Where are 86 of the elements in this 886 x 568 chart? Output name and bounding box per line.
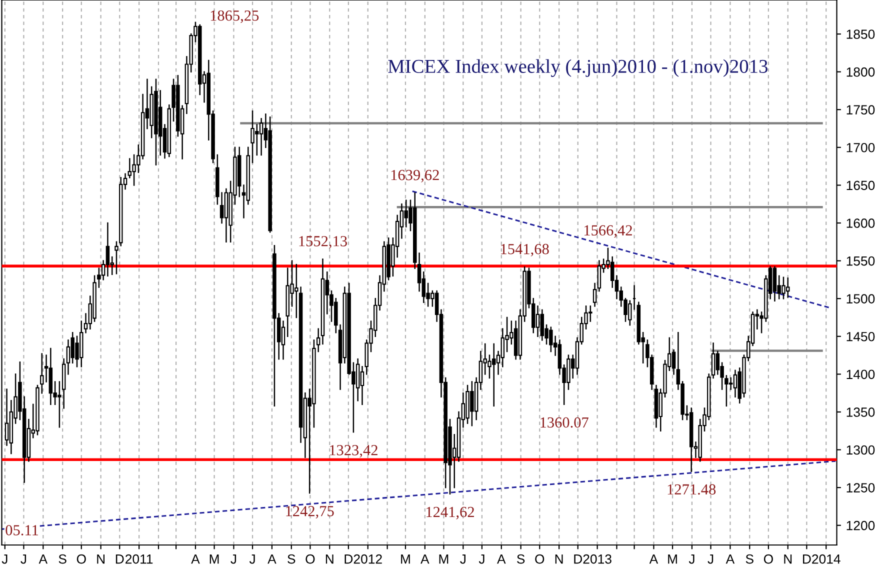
x-tick-label: A [38, 554, 48, 564]
x-tick-label: S [58, 554, 66, 564]
y-tick-label: 1850 [846, 30, 875, 39]
y-tick-label: 1700 [846, 142, 875, 152]
x-tick-label: O [76, 554, 86, 564]
candlestick [597, 260, 602, 292]
annotation: 1242,75 [286, 506, 334, 518]
x-tick-label: D [574, 554, 582, 564]
candlestick [536, 306, 540, 337]
x-tick-label: S [288, 554, 296, 564]
x-tick-label: N [326, 554, 334, 564]
x-tick-label: O [764, 554, 773, 564]
annotation: 1865,25 [210, 10, 259, 23]
candlestick [672, 349, 676, 375]
candlestick [40, 353, 44, 394]
x-tick-label: N [784, 554, 792, 564]
candlestick [733, 370, 738, 398]
x-tick-label: M [668, 554, 677, 564]
text: MICEX Index weekly (4.jun)2010 - (1.nov)2013 [388, 59, 768, 77]
x-tick-label: O [535, 554, 544, 564]
annotation: 1541,68 [501, 244, 549, 256]
x-tick-label: A [497, 554, 506, 564]
x-tick-label: A [420, 554, 430, 564]
x-tick-label: A [649, 554, 658, 564]
x-tick-label: J [460, 554, 466, 564]
x-tick-label: J [249, 554, 255, 564]
y-tick-label: 1550 [846, 256, 875, 266]
x-tick-label: J [230, 554, 236, 564]
annotation: 1552,13 [299, 236, 347, 249]
candlestick [724, 375, 728, 407]
candlestick [540, 309, 544, 341]
x-tick-label: 2011 [126, 554, 153, 564]
candlestick [106, 222, 110, 277]
annotation: 1566,42 [584, 225, 632, 238]
annotation: 1241,62 [426, 506, 474, 520]
candlestick [610, 256, 614, 288]
x-tick-label: D [116, 554, 124, 564]
y-tick-label: 1200 [846, 520, 875, 530]
x-tick-label: A [191, 554, 200, 564]
candlestick [4, 388, 9, 446]
y-tick-label: 1350 [846, 408, 875, 417]
x-tick-label: J [20, 554, 26, 564]
candlestick [356, 358, 360, 402]
x-tick-label: N [555, 554, 563, 564]
x-tick-label: M [439, 554, 448, 564]
x-tick-label: J [708, 554, 714, 564]
candlestick [281, 320, 286, 360]
x-tick-label: A [726, 554, 735, 564]
annotation: 1360.07 [540, 417, 588, 428]
candlestick [728, 377, 733, 390]
candlestick [66, 340, 70, 375]
candlestick [500, 328, 505, 368]
x-tick-label: J [478, 554, 484, 564]
x-tick-label: D [803, 554, 811, 564]
x-tick-label: S [517, 554, 525, 564]
y-tick-label: 1400 [846, 370, 875, 380]
y-tick-label: 1450 [846, 332, 875, 342]
y-tick-label: 1500 [846, 294, 875, 304]
candlestick [114, 241, 118, 274]
annotation: 05.11 [6, 525, 38, 536]
y-tick-label: 1250 [846, 483, 875, 492]
y-tick-label: 1300 [846, 445, 875, 455]
y-tick-label: 1650 [846, 180, 875, 190]
candlestick [716, 350, 720, 375]
x-tick-label: 2014 [812, 554, 840, 564]
annotation: 1639,62 [391, 170, 439, 182]
x-tick-label: N [97, 554, 105, 564]
x-tick-label: 2012 [354, 554, 382, 564]
x-tick-label: J [2, 554, 8, 564]
annotation: 1323,42 [330, 445, 378, 458]
x-tick-label: A [268, 554, 276, 564]
x-tick-label: O [306, 554, 315, 564]
x-tick-label: 2013 [583, 554, 612, 564]
x-tick-label: D [344, 554, 353, 564]
annotation: 1271.48 [668, 484, 716, 495]
candlestick [772, 266, 777, 302]
x-tick-label: J [688, 554, 694, 564]
x-tick-label: S [746, 554, 754, 564]
x-tick-label: M [210, 554, 219, 564]
candlestick [592, 282, 597, 307]
candlestick [128, 158, 132, 178]
y-tick-label: 1750 [846, 105, 875, 115]
candlestick [259, 118, 264, 156]
y-tick-label: 1600 [846, 218, 875, 228]
y-tick-label: 1800 [846, 67, 875, 77]
x-tick-label: M [401, 554, 410, 564]
